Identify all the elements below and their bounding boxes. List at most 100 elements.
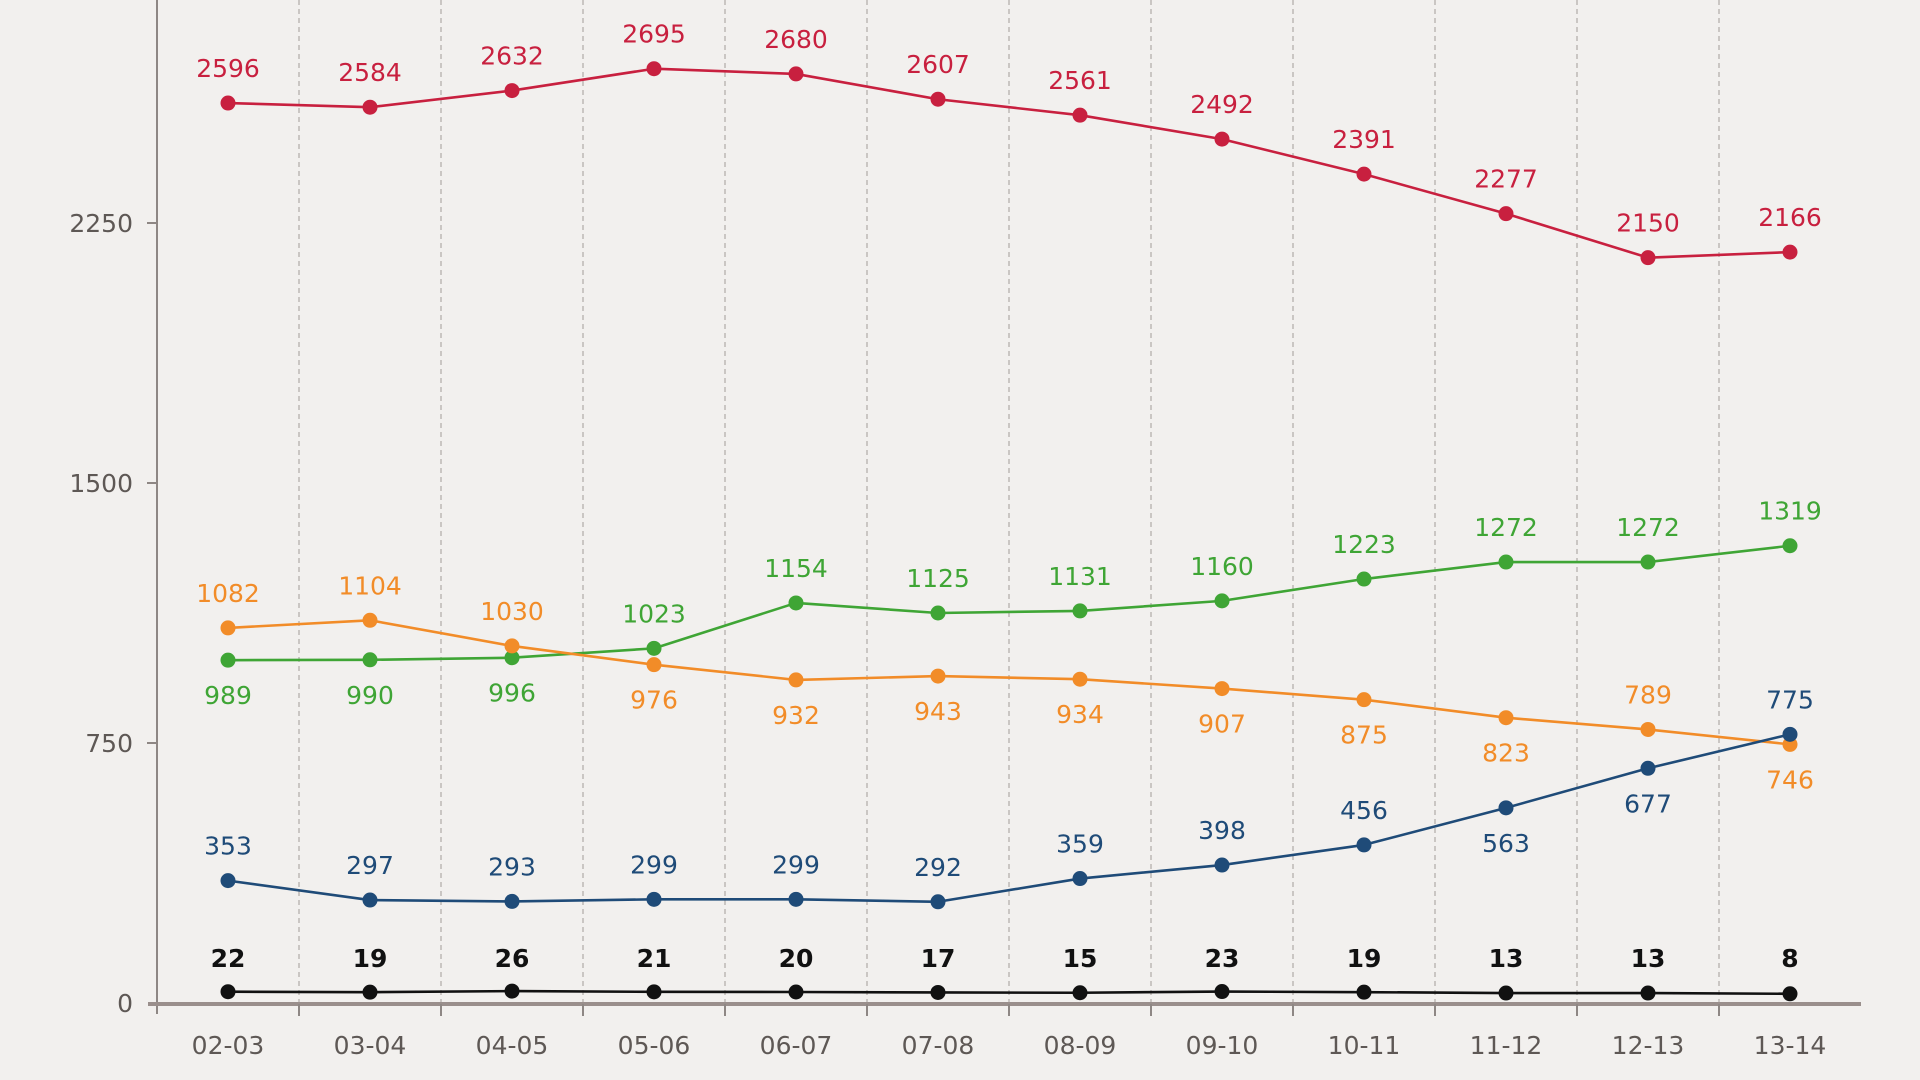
data-label-green: 1160 [1190,552,1254,581]
y-tick-label: 1500 [69,469,133,498]
data-label-red: 2607 [906,50,970,79]
data-label-green: 1023 [622,599,686,628]
data-point-blue [930,894,946,910]
data-point-blue [1214,857,1230,873]
data-label-red: 2277 [1474,165,1538,194]
y-tick-label: 750 [85,729,133,758]
data-label-orange: 934 [1056,700,1104,729]
data-label-orange: 875 [1340,721,1388,750]
data-point-green [1072,603,1088,619]
data-label-red: 2584 [338,58,402,87]
axes: 0 750 1500 2250 02-03 03-04 04-05 05-06 06-07 07-… [69,0,1861,1060]
data-point-green [1498,554,1514,570]
data-point-red [1072,107,1088,123]
data-label-red: 2166 [1758,203,1822,232]
data-point-green [1640,554,1656,570]
data-point-orange [1072,671,1088,687]
data-label-blue: 398 [1198,816,1246,845]
data-point-orange [362,612,378,628]
data-point-blue [362,892,378,908]
data-point-green [788,595,804,611]
data-label-red: 2492 [1190,90,1254,119]
data-label-orange: 907 [1198,710,1246,739]
data-label-green: 996 [488,679,536,708]
data-label-red: 2561 [1048,66,1112,95]
data-label-black: 17 [921,944,956,973]
data-point-orange [220,620,236,636]
data-point-blue [788,891,804,907]
data-label-orange: 1030 [480,597,544,626]
series-line-red [227,67,1791,259]
x-tick-label: 11-12 [1470,1031,1543,1060]
data-point-red [788,66,804,82]
data-label-blue: 293 [488,852,536,881]
series-line-black [227,989,1791,996]
data-label-black: 19 [353,944,388,973]
data-point-orange [788,672,804,688]
data-label-blue: 353 [204,832,252,861]
data-label-black: 21 [637,944,672,973]
x-tick-label: 13-14 [1754,1031,1827,1060]
data-label-orange: 789 [1624,680,1672,709]
data-point-black [1072,985,1088,1001]
data-point-red [220,95,236,111]
data-point-black [1498,985,1514,1001]
data-label-orange: 976 [630,686,678,715]
data-point-black [930,984,946,1000]
data-point-green [220,652,236,668]
data-label-black: 8 [1781,944,1798,973]
data-point-blue [1356,837,1372,853]
data-label-green: 1154 [764,554,828,583]
data-label-orange: 1104 [338,571,402,600]
data-label-green: 1272 [1474,513,1538,542]
data-point-black [788,984,804,1000]
series-line-orange [227,618,1791,746]
x-tick-label: 03-04 [334,1031,407,1060]
series-red [220,61,1798,266]
data-label-red: 2391 [1332,125,1396,154]
data-label-blue: 297 [346,851,394,880]
data-point-black [1640,985,1656,1001]
data-point-red [930,91,946,107]
data-point-red [646,61,662,77]
x-tick-label: 08-09 [1044,1031,1117,1060]
data-point-black [362,984,378,1000]
data-label-orange: 823 [1482,739,1530,768]
data-label-green: 1223 [1332,530,1396,559]
data-label-blue: 456 [1340,796,1388,825]
x-tick-label: 04-05 [476,1031,549,1060]
data-point-orange [1214,681,1230,697]
data-point-green [504,650,520,666]
data-label-black: 19 [1347,944,1382,973]
data-point-orange [646,657,662,673]
data-point-green [646,640,662,656]
data-point-black [1356,984,1372,1000]
data-label-black: 26 [495,944,530,973]
series [220,61,1798,1002]
x-tick-label: 09-10 [1186,1031,1259,1060]
data-point-black [1782,986,1798,1002]
data-point-orange [1356,692,1372,708]
data-point-black [504,983,520,999]
y-tick-label: 0 [117,989,133,1018]
series-line-blue [227,733,1791,904]
data-label-orange: 943 [914,697,962,726]
data-point-green [362,652,378,668]
data-point-red [1356,166,1372,182]
data-label-blue: 299 [772,850,820,879]
data-point-green [930,605,946,621]
data-label-red: 2680 [764,25,828,54]
data-point-blue [1640,760,1656,776]
data-label-green: 990 [346,681,394,710]
data-label-black: 22 [211,944,246,973]
data-label-green: 1319 [1758,497,1822,526]
data-label-blue: 677 [1624,789,1672,818]
series-black [220,983,1798,1002]
data-label-black: 15 [1063,944,1098,973]
x-tick-label: 07-08 [902,1031,975,1060]
data-label-orange: 932 [772,701,820,730]
data-label-red: 2150 [1616,209,1680,238]
data-point-blue [1782,726,1798,742]
